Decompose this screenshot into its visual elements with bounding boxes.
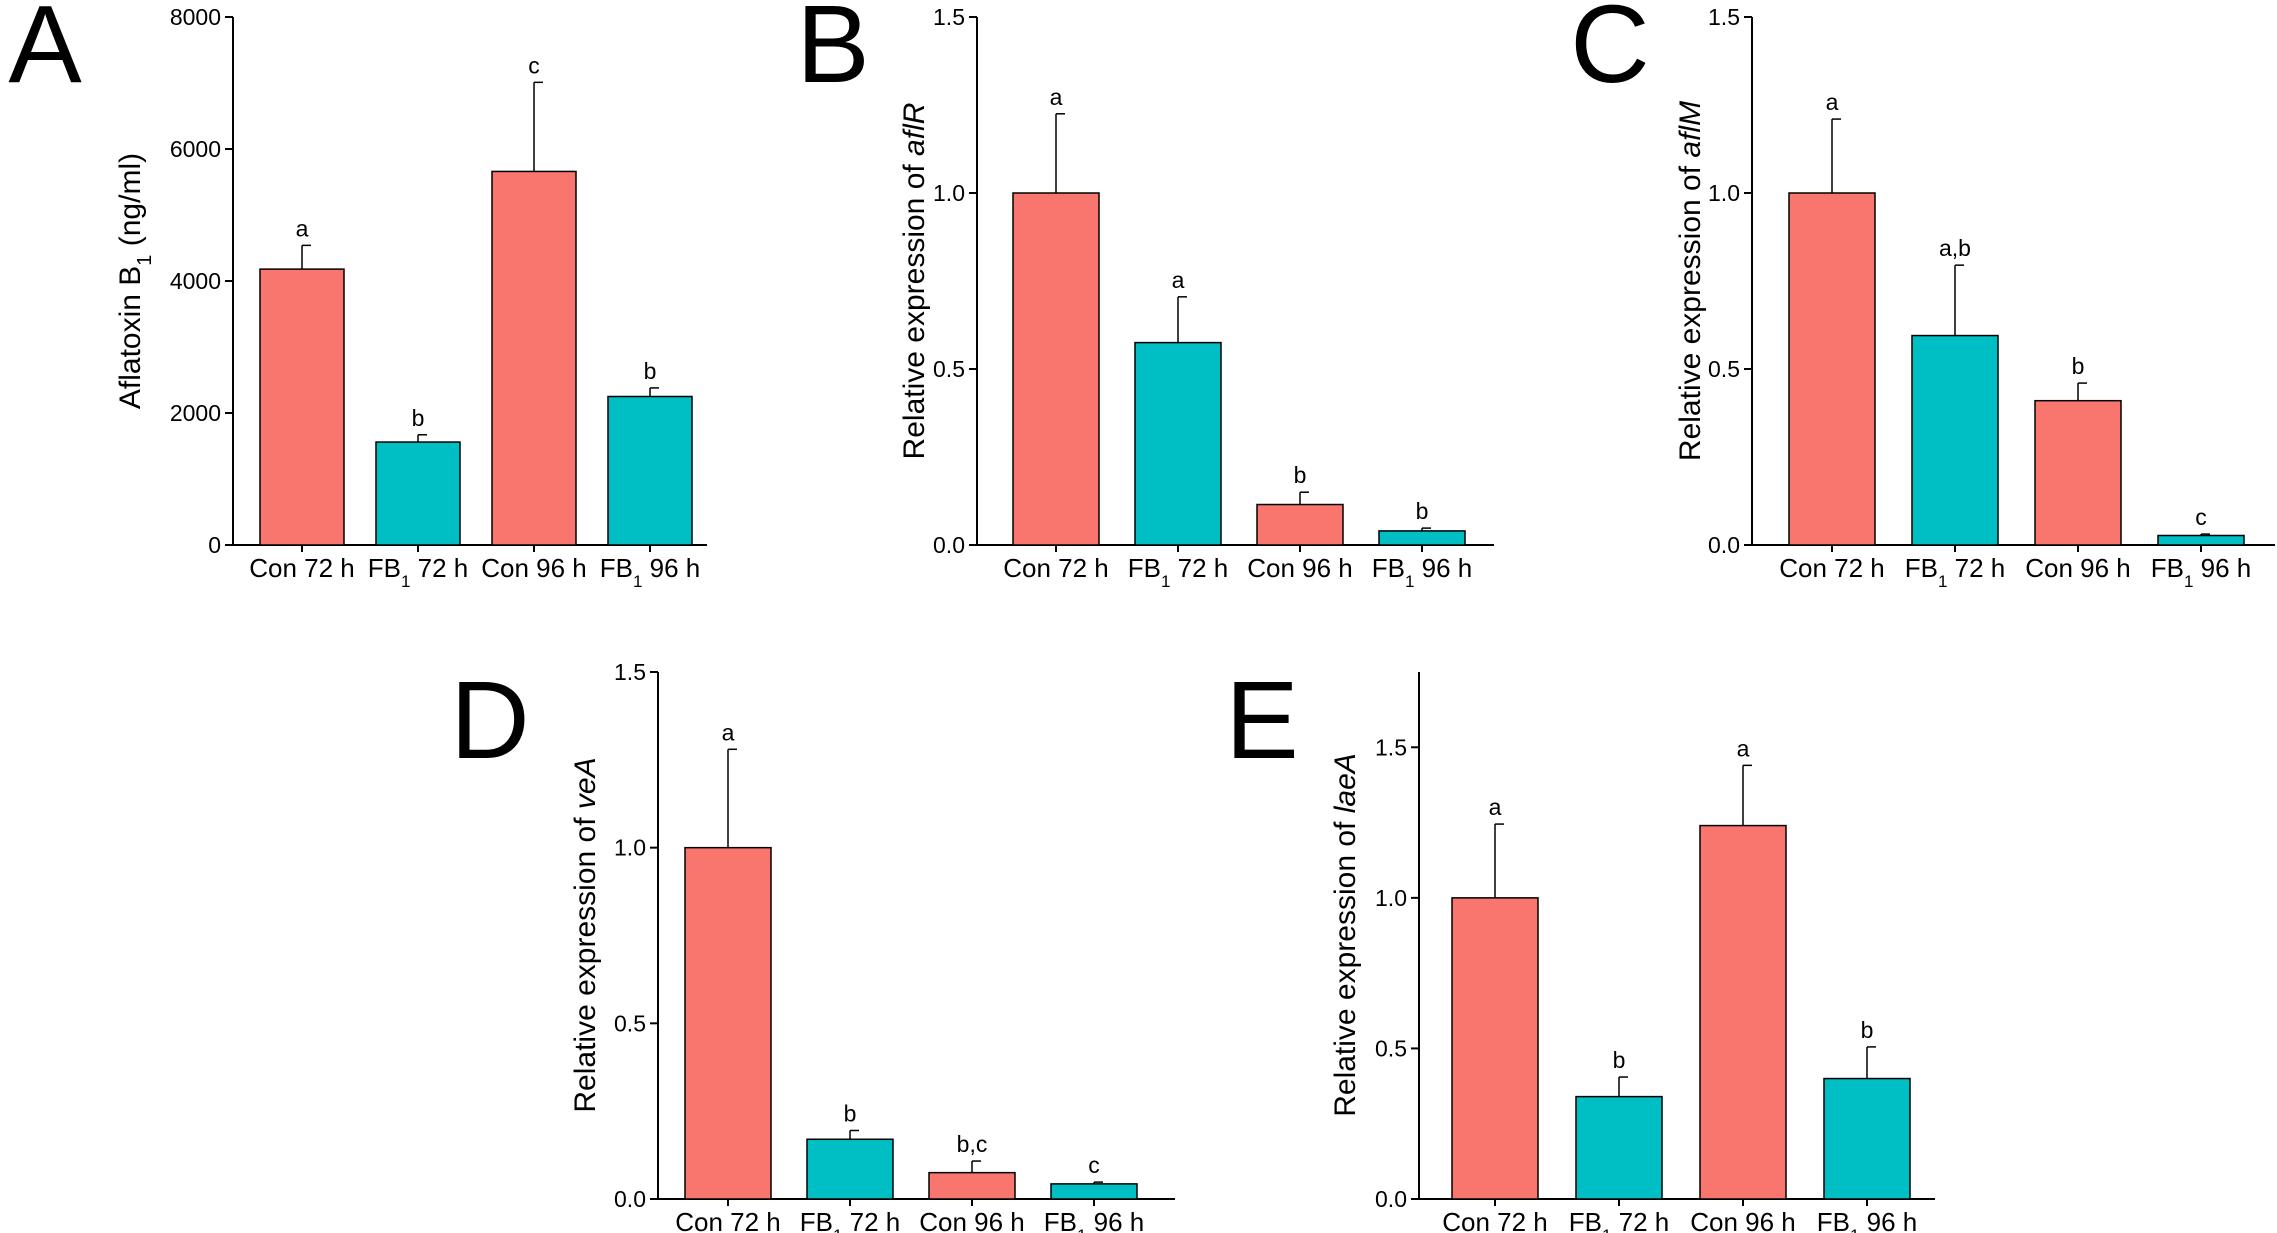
significance-label: c [2195, 504, 2207, 530]
bar [684, 846, 772, 1200]
y-tick-label: 0.0 [1375, 1186, 1407, 1212]
bar [1823, 1077, 1911, 1200]
x-tick-label: Con 72 h [1003, 553, 1109, 583]
significance-label: b [2072, 353, 2085, 379]
y-tick-label: 1.5 [614, 659, 646, 685]
panel-label: D [450, 659, 529, 782]
significance-label: b [844, 1100, 857, 1126]
x-tick-label: FB1 96 h [1817, 1207, 1918, 1233]
chart-panel-e: E 0.0 0.5 1.0 1.5 Relative expression of laeA… [1225, 659, 1935, 1233]
x-tick-label: Con 72 h [249, 553, 355, 583]
chart-panel-c: C 0.0 0.5 1.0 1.5 Relative expression of aflM… [1570, 0, 2275, 591]
significance-label: a [1489, 794, 1502, 820]
bar [1788, 192, 1876, 546]
x-tick-label: FB1 72 h [1905, 553, 2006, 591]
bar [1256, 503, 1344, 546]
significance-label: a [1826, 89, 1839, 115]
bar [928, 1171, 1016, 1200]
y-tick-label: 0.5 [1375, 1035, 1407, 1061]
y-axis-title: Relative expression of aflR [898, 103, 931, 460]
bar [1911, 334, 1999, 546]
bar [1378, 530, 1466, 546]
x-tick-label: Con 72 h [1442, 1207, 1548, 1233]
significance-label: b [1294, 462, 1307, 488]
x-tick-label: FB1 96 h [2151, 553, 2252, 591]
bar [259, 268, 345, 546]
x-tick-label: Con 96 h [1690, 1207, 1796, 1233]
y-tick-label: 1.0 [614, 835, 646, 861]
y-axis-title: Relative expression of aflM [1674, 101, 1707, 461]
panel-label: E [1225, 659, 1298, 782]
bar [1575, 1095, 1663, 1200]
chart-panel-d: D 0.0 0.5 1.0 1.5 Relative expression of veA a… [450, 659, 1175, 1233]
y-tick-label: 0.0 [1708, 532, 1740, 558]
y-tick-label: 6000 [170, 136, 221, 162]
significance-label: b [644, 358, 657, 384]
significance-label: b [1613, 1047, 1626, 1073]
significance-label: a,b [1939, 235, 1971, 261]
bar [1012, 192, 1100, 546]
significance-label: b,c [957, 1131, 988, 1157]
bar [1699, 824, 1787, 1200]
chart-panel-b: B 0.0 0.5 1.0 1.5 Relative expression of aflR… [796, 0, 1494, 591]
x-tick-label: FB1 72 h [368, 553, 469, 591]
panel-label: B [796, 0, 869, 106]
x-tick-label: Con 96 h [2025, 553, 2131, 583]
x-tick-label: FB1 96 h [1044, 1207, 1145, 1233]
significance-label: a [296, 215, 309, 241]
bar [1134, 341, 1222, 546]
x-tick-label: Con 72 h [675, 1207, 781, 1233]
x-tick-label: FB1 96 h [600, 553, 701, 591]
x-tick-label: FB1 96 h [1372, 553, 1473, 591]
y-tick-label: 0.0 [614, 1186, 646, 1212]
bar [375, 441, 461, 546]
y-tick-label: 1.5 [933, 4, 965, 30]
y-tick-label: 0.0 [933, 532, 965, 558]
bar [1050, 1183, 1138, 1200]
significance-label: b [1416, 498, 1429, 524]
significance-label: c [1088, 1152, 1100, 1178]
bar [491, 170, 577, 546]
y-axis-title: Relative expression of veA [569, 757, 602, 1112]
significance-label: a [722, 719, 735, 745]
y-tick-label: 1.0 [933, 180, 965, 206]
y-axis-title: Aflatoxin B1 (ng/ml) [114, 153, 156, 409]
significance-label: b [412, 405, 425, 431]
y-tick-label: 1.0 [1375, 885, 1407, 911]
x-tick-label: FB1 72 h [1569, 1207, 1670, 1233]
x-tick-label: Con 96 h [1247, 553, 1353, 583]
x-tick-label: Con 72 h [1779, 553, 1885, 583]
x-tick-label: FB1 72 h [1128, 553, 1229, 591]
x-tick-label: Con 96 h [919, 1207, 1025, 1233]
y-tick-label: 1.5 [1708, 4, 1740, 30]
significance-label: a [1737, 735, 1750, 761]
x-tick-label: FB1 72 h [800, 1207, 901, 1233]
x-tick-label: Con 96 h [481, 553, 587, 583]
bar [2157, 534, 2245, 546]
y-axis-title: Relative expression of laeA [1329, 753, 1362, 1117]
bar [1451, 897, 1539, 1200]
y-tick-label: 0.5 [614, 1010, 646, 1036]
y-tick-label: 2000 [170, 400, 221, 426]
y-tick-label: 4000 [170, 268, 221, 294]
bar [2034, 399, 2122, 546]
bar [607, 395, 693, 546]
significance-label: a [1172, 267, 1185, 293]
y-tick-label: 1.0 [1708, 180, 1740, 206]
significance-label: b [1861, 1017, 1874, 1043]
significance-label: c [528, 52, 540, 78]
y-tick-label: 8000 [170, 4, 221, 30]
panel-label: C [1570, 0, 1649, 106]
y-tick-label: 0.5 [933, 356, 965, 382]
y-tick-label: 0 [208, 532, 221, 558]
panel-label: A [8, 0, 82, 106]
y-tick-label: 1.5 [1375, 734, 1407, 760]
y-tick-label: 0.5 [1708, 356, 1740, 382]
bar [806, 1138, 894, 1200]
chart-panel-a: A 0 2000 4000 6000 8000 Aflatoxin B1 (ng/ml) a C… [8, 0, 707, 591]
significance-label: a [1050, 84, 1063, 110]
